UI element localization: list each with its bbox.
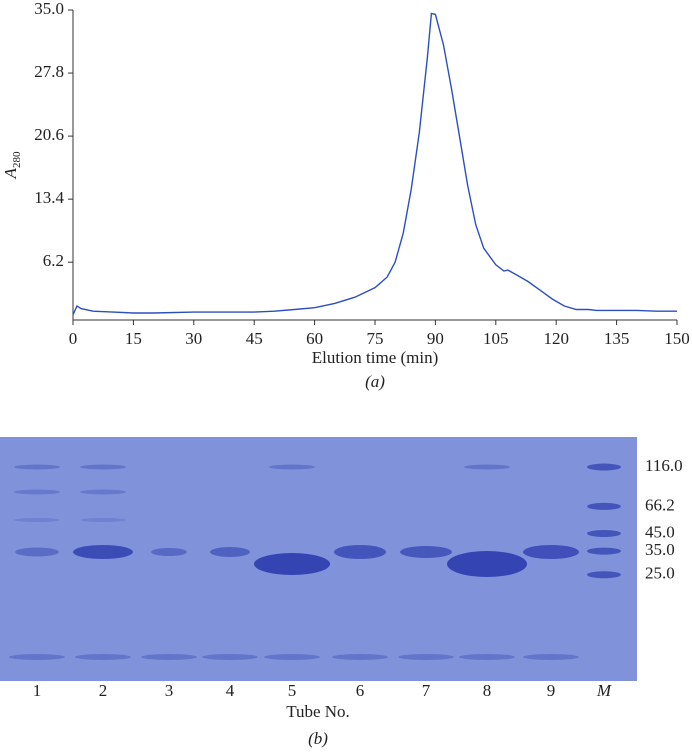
marker-label: 45.0	[645, 522, 675, 541]
caption: (a)	[365, 372, 385, 391]
lane-label: 6	[356, 681, 365, 700]
caption: (b)	[308, 729, 328, 748]
gel-band	[264, 654, 320, 660]
y-tick-label: 13.4	[34, 188, 64, 207]
gel-band	[9, 654, 65, 660]
marker-band	[587, 529, 621, 537]
gel-band	[14, 464, 60, 470]
gel-band	[151, 548, 187, 556]
gel-x-label: Tube No.	[286, 702, 350, 721]
gel-band	[14, 518, 60, 522]
gel-band	[202, 654, 258, 660]
gel-band	[80, 464, 126, 470]
x-tick-label: 30	[185, 329, 202, 348]
x-tick-label: 135	[604, 329, 630, 348]
y-subscript: 280	[11, 151, 23, 168]
gel-band	[332, 654, 388, 660]
gel-band	[523, 545, 579, 559]
gel-band	[254, 553, 330, 575]
gel-band	[459, 654, 515, 660]
y-axis-label: A280	[1, 151, 23, 179]
y-axis-label-text: A280	[1, 151, 23, 179]
marker-band	[587, 502, 621, 510]
gel-band	[400, 546, 452, 558]
x-tick-label: 60	[306, 329, 323, 348]
x-tick-label: 120	[543, 329, 569, 348]
x-tick-label: 15	[125, 329, 142, 348]
gel-band	[523, 654, 579, 660]
gel-band	[80, 518, 126, 522]
marker-label: 35.0	[645, 540, 675, 559]
lane-label: 2	[99, 681, 108, 700]
gel-band	[210, 547, 250, 557]
marker-band	[587, 571, 621, 579]
gel-band	[80, 489, 126, 495]
marker-label: 116.0	[645, 456, 683, 475]
x-tick-label: 0	[69, 329, 78, 348]
lane-label: 9	[547, 681, 556, 700]
gel-band	[14, 489, 60, 495]
gel-band	[464, 464, 510, 470]
lane-label: 5	[288, 681, 297, 700]
gel-band	[75, 654, 131, 660]
y-symbol: A	[1, 167, 20, 179]
y-tick-label: 27.8	[34, 62, 64, 81]
gel-band	[269, 464, 315, 470]
gel-band	[447, 551, 527, 577]
gel-band	[73, 545, 133, 559]
y-tick-label: 6.2	[43, 251, 64, 270]
gel-band	[398, 654, 454, 660]
gel-band	[334, 545, 386, 559]
lane-label: 8	[483, 681, 492, 700]
lane-label: 1	[33, 681, 42, 700]
x-tick-label: 75	[367, 329, 384, 348]
y-tick-label: 20.6	[34, 125, 64, 144]
x-tick-label: 150	[664, 329, 690, 348]
x-axis-label: Elution time (min)	[312, 348, 439, 367]
y-tick-label: 35.0	[34, 0, 64, 18]
marker-label: 66.2	[645, 495, 675, 514]
lane-label: 4	[226, 681, 235, 700]
gel-band	[141, 654, 197, 660]
x-tick-label: 90	[427, 329, 444, 348]
lane-label: 7	[422, 681, 431, 700]
marker-band	[587, 547, 621, 555]
x-tick-label: 45	[246, 329, 263, 348]
marker-band	[587, 463, 621, 471]
lane-label: 3	[165, 681, 174, 700]
lane-label: M	[596, 681, 612, 700]
marker-label: 25.0	[645, 564, 675, 583]
line-series	[72, 12, 677, 315]
x-tick-label: 105	[483, 329, 509, 348]
gel-band	[15, 547, 59, 557]
